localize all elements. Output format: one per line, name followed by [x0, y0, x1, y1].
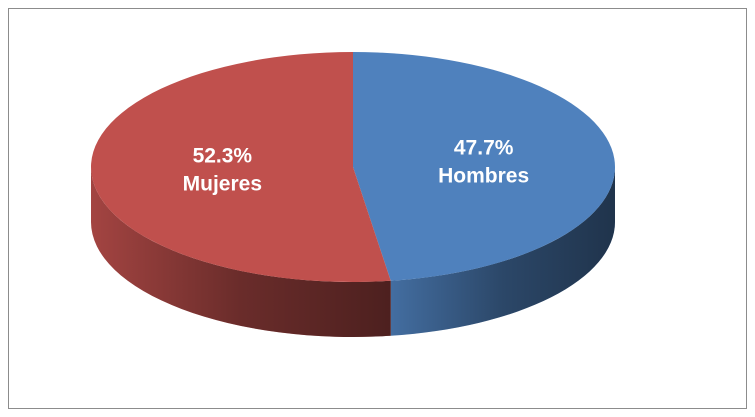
pie-side-shade — [91, 167, 391, 337]
pie-slice — [90, 52, 391, 282]
pie-tops — [90, 52, 615, 282]
pie-labels: 47.7% Hombres 52.3% Mujeres — [183, 136, 530, 195]
category-label: Mujeres — [183, 173, 262, 196]
data-label: 52.3% — [193, 145, 253, 168]
pie-sides — [91, 167, 615, 337]
category-label: Hombres — [438, 164, 529, 187]
data-label: 47.7% — [454, 136, 514, 159]
pie-side-shade — [390, 167, 615, 336]
pie-slice — [353, 52, 615, 281]
